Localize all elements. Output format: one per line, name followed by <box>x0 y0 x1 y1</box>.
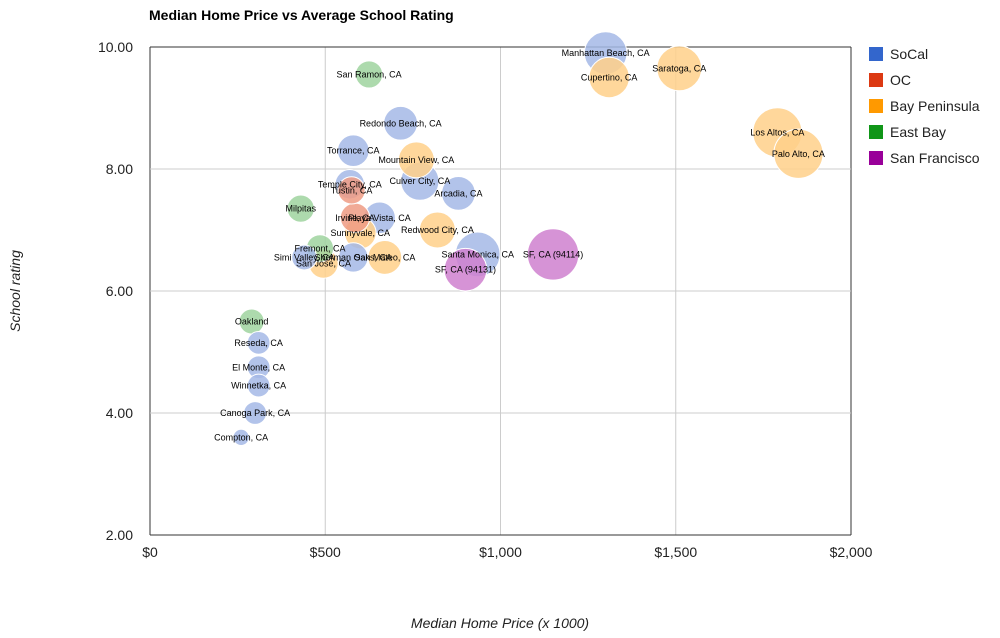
bubble-palo-alto-ca[interactable] <box>773 128 824 179</box>
x-axis-title: Median Home Price (x 1000) <box>411 615 589 631</box>
bubble-label: Playa Vista, CA <box>348 213 410 223</box>
bubble-sf-ca-94114[interactable] <box>526 228 580 281</box>
bubble-label: SF, CA (94114) <box>523 249 583 259</box>
bubble-simi-valley-ca[interactable] <box>291 244 318 271</box>
x-tick-label: $2,000 <box>830 544 873 560</box>
x-axis-ticks: $0 $500 $1,000 $1,500 $2,000 <box>142 544 872 560</box>
legend-label: SoCal <box>890 46 928 62</box>
bubble-label: Sherman Oaks, CA <box>315 252 393 262</box>
bubble-label: Redwood City, CA <box>401 225 474 235</box>
bubble-compton-ca[interactable] <box>232 428 250 446</box>
bubble-label: Temple City, CA <box>318 179 382 189</box>
bubble-label: Mountain View, CA <box>378 155 454 165</box>
bubble-label: Los Altos, CA <box>750 127 804 137</box>
bubble-sf-ca-94131[interactable] <box>443 247 488 292</box>
bubble-label: El Monte, CA <box>232 362 285 372</box>
bubble-label: Compton, CA <box>214 432 268 442</box>
bubble-label: San Jose, CA <box>296 259 351 269</box>
bubble-label: Reseda, CA <box>234 338 283 348</box>
chart-title: Median Home Price vs Average School Rati… <box>149 7 454 23</box>
legend-swatch <box>869 47 883 61</box>
bubble-arcadia-ca[interactable] <box>441 176 476 211</box>
bubble-label: Simi Valley, CA <box>274 252 335 262</box>
bubble-label: Manhattan Beach, CA <box>562 48 650 58</box>
bubbles <box>232 31 824 446</box>
bubble-label: Fremont, CA <box>294 243 345 253</box>
bubble-label: San Ramon, CA <box>337 69 402 79</box>
legend-label: San Francisco <box>890 150 980 166</box>
legend-label: Bay Peninsula <box>890 98 980 114</box>
bubble-label: Sunnyvale, CA <box>331 228 391 238</box>
bubble-label: Culver City, CA <box>389 176 450 186</box>
y-tick-label: 8.00 <box>106 161 133 177</box>
bubble-label: Milpitas <box>285 204 316 214</box>
y-tick-label: 10.00 <box>98 39 133 55</box>
x-tick-label: $0 <box>142 544 158 560</box>
legend-label: OC <box>890 72 911 88</box>
bubble-label: Santa Monica, CA <box>441 249 514 259</box>
y-tick-label: 6.00 <box>106 283 133 299</box>
y-axis-title: School rating <box>7 250 23 332</box>
legend-swatch <box>869 73 883 87</box>
y-axis-ticks: 2.00 4.00 6.00 8.00 10.00 <box>98 39 133 543</box>
bubble-label: Saratoga, CA <box>652 63 706 73</box>
bubble-label: Palo Alto, CA <box>772 149 825 159</box>
bubble-labels: SF, CA (94114) Los Altos, CA Palo Alto, CA… <box>214 48 825 442</box>
y-tick-label: 4.00 <box>106 405 133 421</box>
bubble-san-ramon-ca[interactable] <box>354 60 384 89</box>
bubble-label: Arcadia, CA <box>434 188 482 198</box>
legend-label: East Bay <box>890 124 946 140</box>
bubble-milpitas[interactable] <box>286 194 315 223</box>
bubble-tustin-ca[interactable] <box>337 176 366 205</box>
bubble-label: Tustin, CA <box>331 185 373 195</box>
bubble-winnetka-ca[interactable] <box>246 373 271 398</box>
legend-swatch <box>869 125 883 139</box>
x-tick-label: $500 <box>310 544 341 560</box>
y-tick-label: 2.00 <box>106 527 133 543</box>
bubble-label: Redondo Beach, CA <box>360 118 442 128</box>
bubble-label: Torrance, CA <box>327 146 380 156</box>
legend-swatch <box>869 99 883 113</box>
bubble-label: Oakland <box>235 317 269 327</box>
bubble-label: SF, CA (94131) <box>435 265 496 275</box>
bubble-canoga-park-ca[interactable] <box>243 401 268 425</box>
bubble-cupertino-ca[interactable] <box>588 56 630 99</box>
gridlines <box>149 46 852 536</box>
legend-swatch <box>869 151 883 165</box>
bubble-label: Irvine, CA <box>335 213 375 223</box>
bubble-redondo-beach-ca[interactable] <box>383 105 419 141</box>
legend: SoCal OC Bay Peninsula East Bay San Francisc… <box>869 46 980 166</box>
bubble-sherman-oaks-ca[interactable] <box>338 242 369 273</box>
bubble-reseda-ca[interactable] <box>246 330 271 355</box>
x-tick-label: $1,000 <box>479 544 522 560</box>
bubble-torrance-ca[interactable] <box>336 134 370 167</box>
bubble-label: Canoga Park, CA <box>220 408 290 418</box>
bubble-label: Winnetka, CA <box>231 381 286 391</box>
bubble-label: Cupertino, CA <box>581 73 638 83</box>
bubble-mountain-view-ca[interactable] <box>397 141 435 179</box>
bubble-label: San Mateo, CA <box>354 252 415 262</box>
x-tick-label: $1,500 <box>654 544 697 560</box>
bubble-saratoga-ca[interactable] <box>656 45 703 92</box>
bubble-redwood-city-ca[interactable] <box>418 211 456 249</box>
